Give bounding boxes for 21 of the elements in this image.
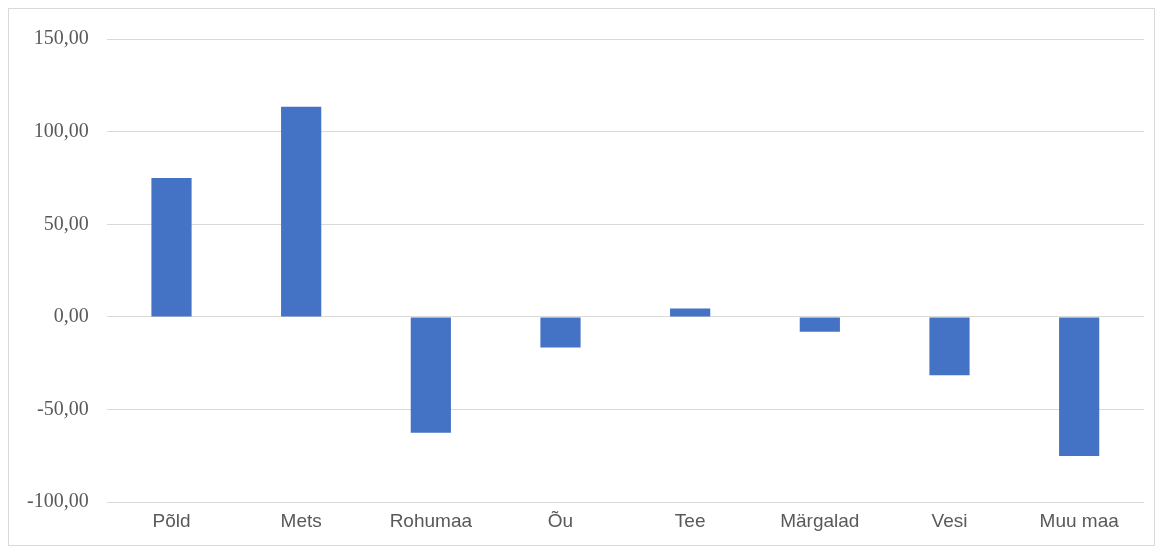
y-tick-label: -100,00: [26, 489, 89, 512]
bar: [410, 317, 451, 433]
x-tick-label: Vesi: [931, 509, 968, 531]
x-tick-label: Õu: [547, 509, 574, 531]
y-tick-label: 150,00: [33, 26, 89, 49]
x-tick-label: Tee: [674, 509, 706, 531]
y-tick-label: -50,00: [36, 396, 89, 419]
bar: [281, 106, 322, 317]
bar: [1059, 317, 1100, 456]
y-tick-label: 50,00: [43, 211, 89, 234]
x-tick-label: Mets: [280, 509, 322, 531]
bar: [540, 317, 581, 348]
bar: [151, 177, 192, 317]
y-tick-label: 100,00: [33, 118, 89, 141]
x-tick-label: Muu maa: [1039, 509, 1120, 531]
x-tick-label: Märgalad: [780, 509, 860, 531]
y-tick-label: 0,00: [53, 304, 89, 327]
x-tick-label: Põld: [152, 509, 191, 531]
bar: [929, 317, 970, 376]
bar: [799, 317, 840, 332]
x-tick-label: Rohumaa: [389, 509, 473, 531]
